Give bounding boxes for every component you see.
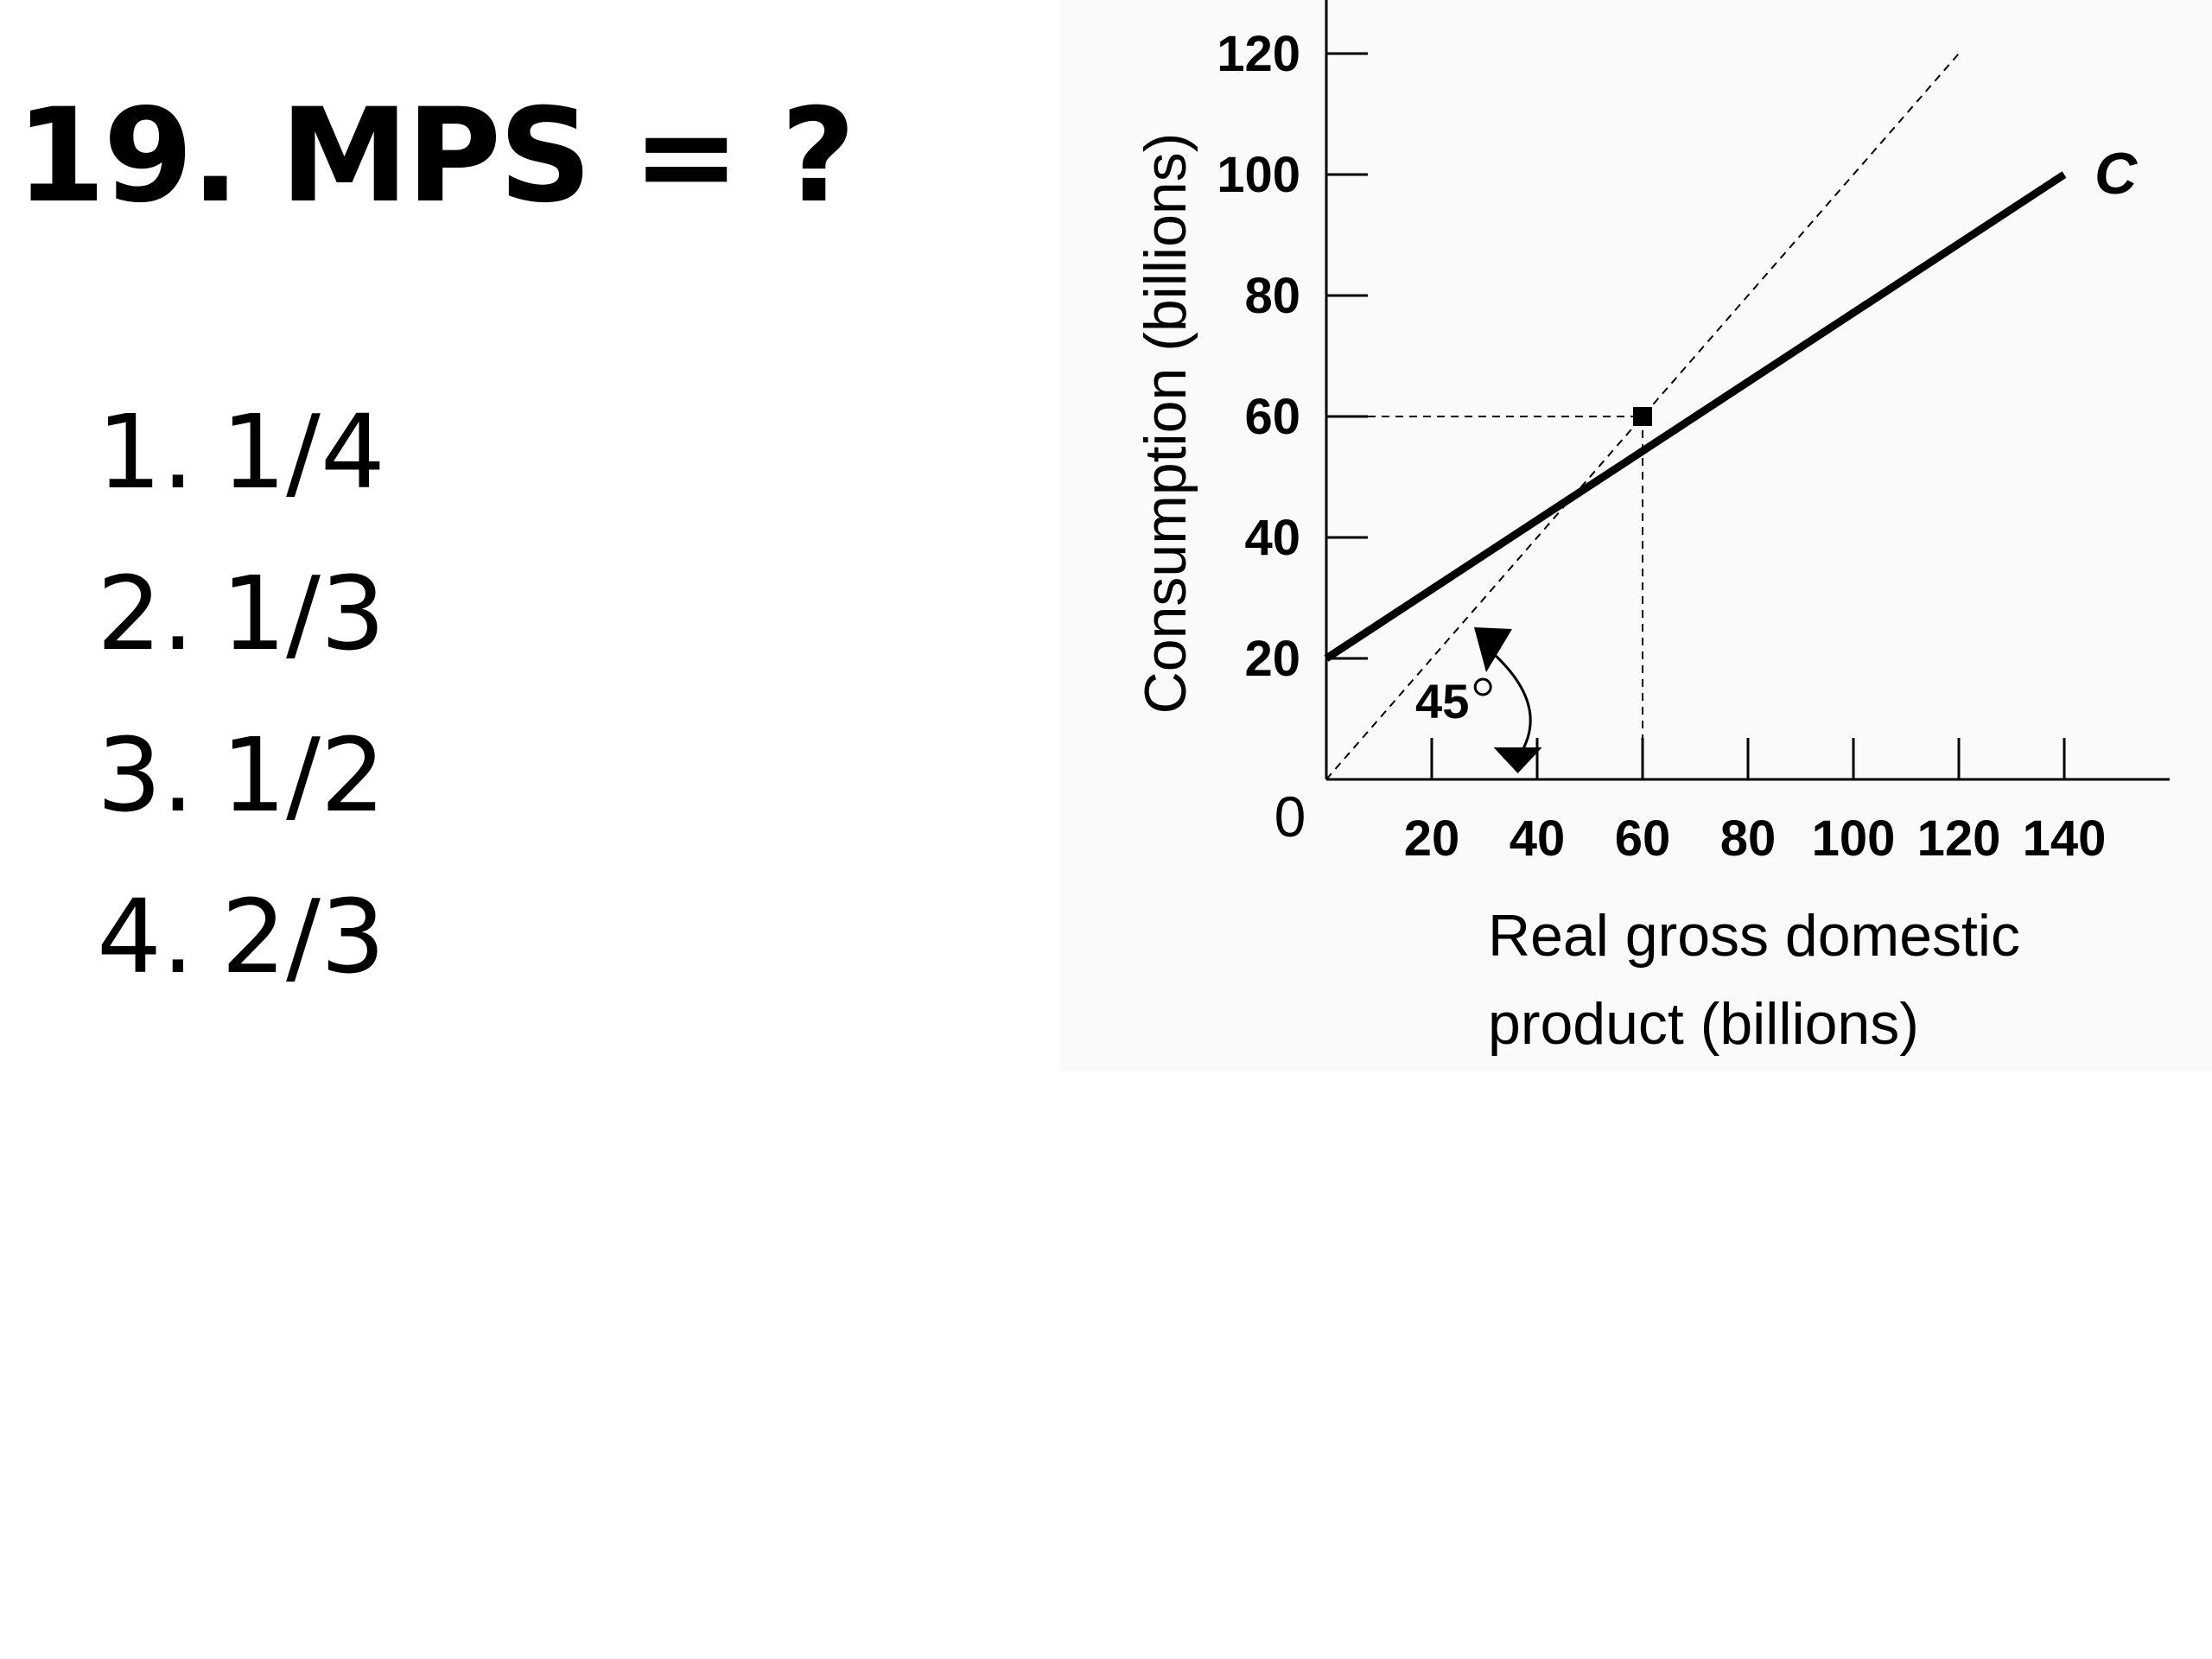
origin-label: 0: [1274, 785, 1306, 849]
question-title: 19. MPS = ?: [16, 81, 855, 232]
x-tick-label: 40: [1510, 810, 1566, 867]
y-tick-label: 80: [1244, 268, 1300, 324]
x-tick-label: 120: [1917, 810, 2001, 867]
answer-choice[interactable]: 2. 1/3: [97, 533, 385, 695]
y-tick-label: 40: [1244, 510, 1300, 566]
degree-symbol: [1473, 677, 1492, 696]
axis-labels: Consumption (billions) Real gross domest…: [1133, 133, 2020, 1057]
x-tick-label: 80: [1720, 810, 1777, 867]
y-axis-label: Consumption (billions): [1133, 133, 1198, 715]
x-axis-label-line-1: Real gross domestic: [1488, 903, 2020, 969]
answer-choices: 1. 1/4 2. 1/3 3. 1/2 4. 2/3: [97, 372, 385, 1018]
choice-number: 2.: [97, 554, 194, 673]
choice-text: 1/2: [221, 715, 385, 835]
choice-text: 1/3: [221, 554, 385, 673]
series-label-c: C: [2094, 141, 2138, 207]
choice-number: 1.: [97, 392, 194, 512]
arrowhead-up-icon: [1474, 627, 1512, 672]
angle-label: 45: [1415, 674, 1469, 728]
x-tick-label: 100: [1812, 810, 1896, 867]
x-tick-label: 60: [1615, 810, 1671, 867]
angle-arc: [1493, 653, 1532, 750]
choice-number: 4.: [97, 877, 194, 996]
choice-text: 2/3: [221, 877, 385, 996]
x-axis-label-line-2: product (billions): [1488, 991, 1919, 1057]
y-tick-label: 120: [1217, 26, 1300, 82]
angle-annotation: 45: [1415, 627, 1542, 773]
x-tick-label: 20: [1404, 810, 1460, 867]
consumption-chart: C 20 40 60 80 100 120 20 40 60 80 100 120 140 Consum…: [1058, 0, 2212, 1071]
x-tick-label: 140: [2023, 810, 2107, 867]
arrowhead-down-icon: [1493, 747, 1542, 773]
answer-choice[interactable]: 1. 1/4: [97, 372, 385, 533]
y-tick-label: 60: [1244, 389, 1300, 445]
chart-background: [1058, 0, 2212, 1071]
choice-text: 1/4: [221, 392, 385, 512]
answer-choice[interactable]: 3. 1/2: [97, 695, 385, 856]
y-tick-label: 100: [1217, 147, 1300, 203]
ticks: 20 40 60 80 100 120 20 40 60 80 100 120 140: [1217, 26, 2106, 867]
forty-five-degree-line: [1325, 53, 1960, 780]
y-tick-label: 20: [1244, 631, 1300, 687]
series-group: C: [1324, 53, 2138, 780]
answer-choice[interactable]: 4. 2/3: [97, 856, 385, 1018]
reference-lines: [1326, 416, 1643, 779]
intersection-point: [1633, 407, 1652, 426]
choice-number: 3.: [97, 715, 194, 835]
consumption-line: [1324, 171, 2067, 662]
